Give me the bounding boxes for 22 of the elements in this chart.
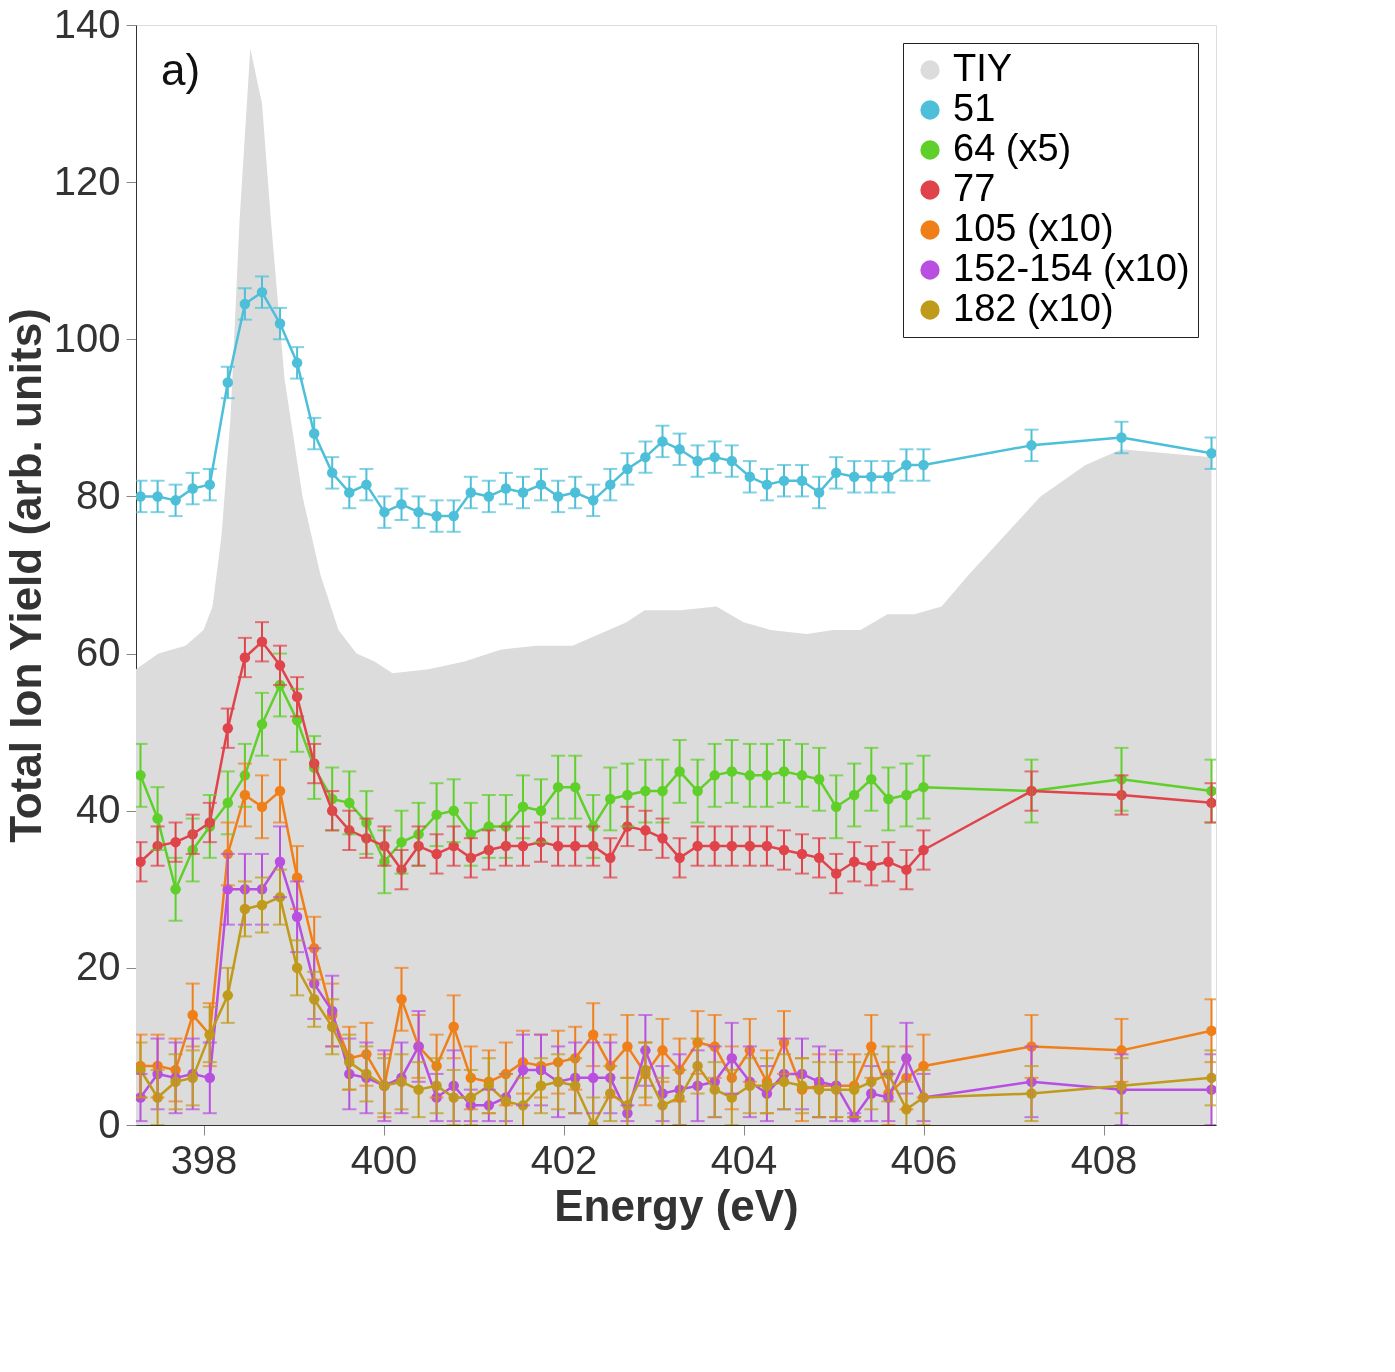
legend-label: 64 (x5) <box>953 127 1072 169</box>
y-tick-label: 100 <box>53 315 121 360</box>
y-tick-label: 80 <box>76 472 121 517</box>
y-axis-title: Total Ion Yield (arb. units) <box>0 308 50 843</box>
legend-label: 105 (x10) <box>953 207 1114 249</box>
legend-label: TIY <box>953 47 1013 89</box>
x-tick-label: 400 <box>350 1137 418 1182</box>
x-tick-label: 408 <box>1070 1137 1138 1182</box>
legend-label: 77 <box>953 167 996 209</box>
x-tick-label: 402 <box>530 1137 598 1182</box>
x-tick-label: 398 <box>170 1137 238 1182</box>
y-tick-label: 60 <box>76 630 121 675</box>
y-tick-label: 0 <box>98 1101 121 1146</box>
legend-label: 51 <box>953 87 996 129</box>
y-tick-label: 40 <box>76 787 121 832</box>
y-tick-label: 120 <box>53 158 121 203</box>
x-axis-title: Energy (eV) <box>554 1180 799 1230</box>
x-tick-label: 404 <box>710 1137 778 1182</box>
annotation: a) <box>161 45 201 94</box>
x-tick-label: 406 <box>890 1137 958 1182</box>
y-tick-label: 140 <box>53 1 121 46</box>
y-tick-label: 20 <box>76 944 121 989</box>
